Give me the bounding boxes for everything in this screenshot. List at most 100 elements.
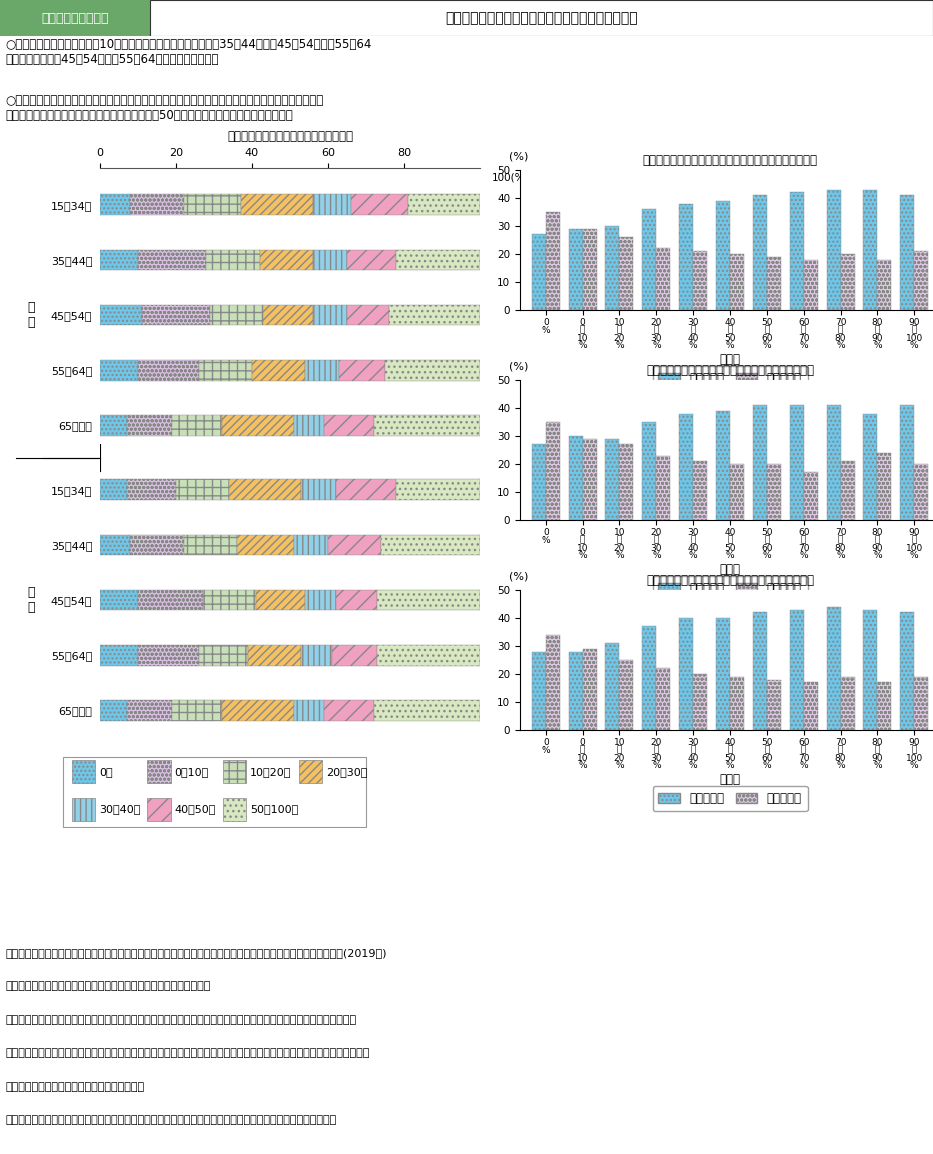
Bar <box>582 228 596 310</box>
Bar <box>100 415 127 436</box>
Bar <box>863 189 877 310</box>
Bar <box>305 360 340 381</box>
Bar <box>716 619 730 730</box>
Bar <box>753 195 767 310</box>
Bar <box>210 305 263 325</box>
Bar <box>328 534 382 555</box>
Bar <box>313 249 347 270</box>
Bar <box>184 194 241 215</box>
Text: ○　男女ともに、年次有給休暇の取得率は、高くなるほど働きやすいと感じている者の割合が働きに
　くいと感じている者の割合を上回ってくるが、50％以上になると横ばい: ○ 男女ともに、年次有給休暇の取得率は、高くなるほど働きやすいと感じている者の割… <box>5 95 323 122</box>
Bar <box>827 405 841 520</box>
Bar <box>263 305 313 325</box>
Legend: 働きやすい, 働きにくい: 働きやすい, 働きにくい <box>652 786 807 811</box>
Bar <box>385 360 480 381</box>
Bar <box>656 248 670 310</box>
Text: の個票を厚生労働省政策統括官付政策統括室にて独自集計: の個票を厚生労働省政策統括官付政策統括室にて独自集計 <box>5 982 210 991</box>
Bar <box>900 405 914 520</box>
Bar <box>138 360 199 381</box>
Bar <box>693 252 707 310</box>
Bar <box>582 649 596 730</box>
Bar <box>382 534 480 555</box>
Bar <box>693 674 707 730</box>
Bar <box>127 415 173 436</box>
Bar <box>642 209 656 310</box>
Text: 「いつも感じる」「よく感じる」と回答した者を「働きやすい」、「めったに感じない」「全く感じない」と回答: 「いつも感じる」「よく感じる」と回答した者を「働きやすい」、「めったに感じない」… <box>5 1049 369 1058</box>
Bar <box>389 305 480 325</box>
Bar <box>150 0 933 36</box>
Bar <box>408 194 480 215</box>
Bar <box>176 479 230 500</box>
Bar <box>147 760 171 784</box>
Bar <box>336 590 378 610</box>
Text: 男
性: 男 性 <box>28 301 35 329</box>
Bar <box>142 305 210 325</box>
Bar <box>252 360 305 381</box>
Text: 10～20％: 10～20％ <box>250 767 292 777</box>
Bar <box>63 757 366 826</box>
Bar <box>767 464 781 520</box>
Bar <box>332 645 378 666</box>
Text: （注）　１）集計において、調査時点の認識として「働きやすさに対して満足感を感じている」かという問に対して、: （注） １）集計において、調査時点の認識として「働きやすさに対して満足感を感じて… <box>5 1016 356 1025</box>
Bar <box>532 234 546 310</box>
Bar <box>568 652 582 730</box>
Bar <box>620 444 634 520</box>
Bar <box>863 413 877 520</box>
Bar <box>656 456 670 520</box>
Text: 資料出所　（独）労働政策研究・研修機構「人手不足等をめぐる現状と働き方等に関する調査（正社員調査票）」(2019年): 資料出所 （独）労働政策研究・研修機構「人手不足等をめぐる現状と働き方等に関する… <box>5 947 386 958</box>
X-axis label: 取得率: 取得率 <box>719 773 741 786</box>
Text: 30～40％: 30～40％ <box>99 804 141 815</box>
X-axis label: 取得率: 取得率 <box>719 353 741 366</box>
Bar <box>301 645 332 666</box>
Bar <box>863 609 877 730</box>
Bar <box>147 797 171 820</box>
Bar <box>914 252 928 310</box>
Legend: 働きやすい, 働きにくい: 働きやすい, 働きにくい <box>652 366 807 391</box>
Bar <box>184 534 237 555</box>
Text: 20～30％: 20～30％ <box>326 767 368 777</box>
Bar <box>841 676 855 730</box>
Bar <box>827 607 841 730</box>
Bar <box>336 479 397 500</box>
Bar <box>199 645 248 666</box>
Bar <box>248 645 301 666</box>
Legend: 働きやすい, 働きにくい: 働きやすい, 働きにくい <box>652 576 807 601</box>
Text: (%): (%) <box>508 571 528 582</box>
Text: 0～10％: 0～10％ <box>174 767 209 777</box>
Bar <box>305 590 336 610</box>
Bar <box>347 249 397 270</box>
Bar <box>716 411 730 520</box>
Bar <box>222 700 294 721</box>
Bar <box>173 700 222 721</box>
Bar <box>100 534 131 555</box>
Text: した者を「働きにくい」としている。: した者を「働きにくい」としている。 <box>5 1082 144 1092</box>
Bar <box>347 305 389 325</box>
Bar <box>730 254 744 310</box>
Bar <box>753 405 767 520</box>
Text: (%): (%) <box>508 151 528 162</box>
Bar <box>100 700 127 721</box>
Bar <box>223 797 246 820</box>
Text: ○　年次有給休暇の取得率が10％未満の割合をみると、男性の「35～44歳」「45～54歳」「55～64
　歳」と女性の「45～54歳」「55～64歳」において高: ○ 年次有給休暇の取得率が10％未満の割合をみると、男性の「35～44歳」「45… <box>5 38 371 66</box>
Bar <box>827 189 841 310</box>
Bar <box>340 360 385 381</box>
Bar <box>378 645 480 666</box>
X-axis label: 取得率: 取得率 <box>719 563 741 576</box>
Bar <box>237 534 294 555</box>
Text: 0％: 0％ <box>99 767 113 777</box>
Text: 100(%): 100(%) <box>492 173 529 182</box>
Bar <box>351 194 408 215</box>
Bar <box>803 472 817 520</box>
Bar <box>606 643 620 730</box>
Bar <box>877 260 891 310</box>
Bar <box>313 194 351 215</box>
Bar <box>841 462 855 520</box>
Bar <box>100 194 131 215</box>
Bar <box>620 238 634 310</box>
Bar <box>222 415 294 436</box>
Bar <box>789 609 803 730</box>
Bar <box>656 668 670 730</box>
Bar <box>138 590 202 610</box>
Bar <box>914 676 928 730</box>
Text: 40～50％: 40～50％ <box>174 804 216 815</box>
Text: 年次有給休暇の取得率と働きやすさの関係について: 年次有給休暇の取得率と働きやすさの関係について <box>445 12 638 25</box>
